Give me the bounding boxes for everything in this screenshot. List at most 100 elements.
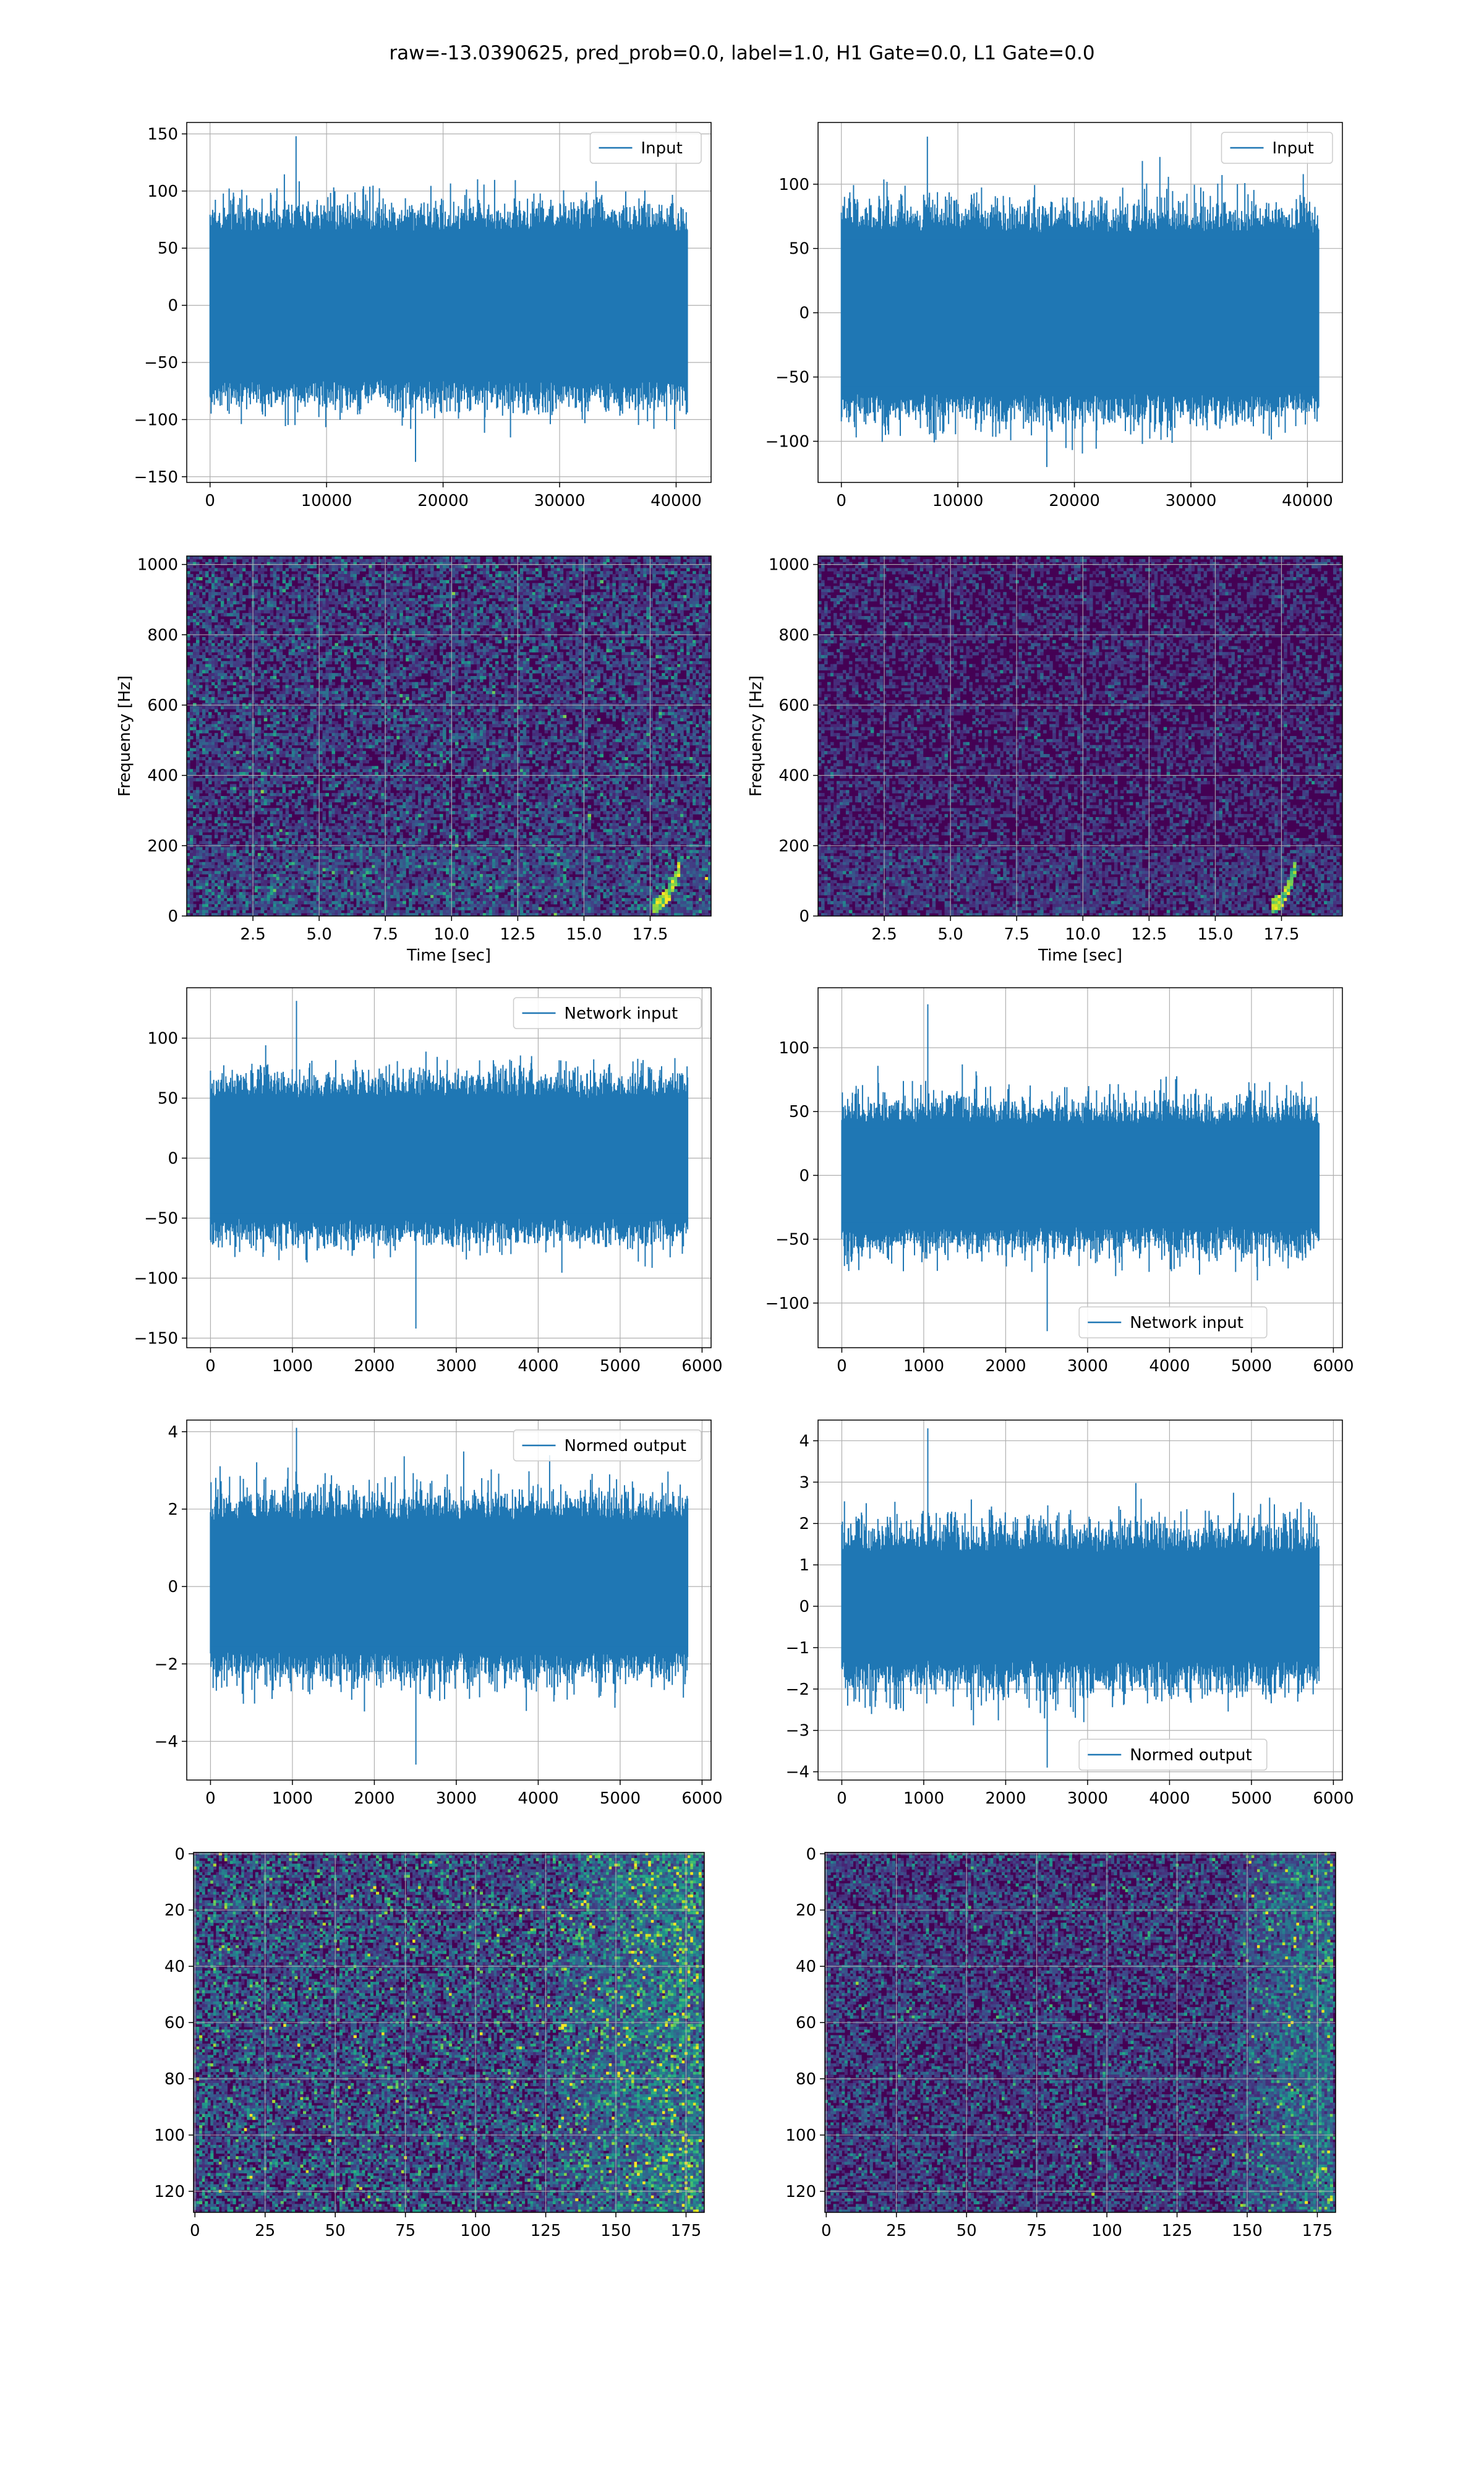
- x-tick-label: 0: [190, 2222, 200, 2240]
- legend-label: Network input: [1130, 1314, 1243, 1332]
- x-tick-label: 0: [837, 1357, 847, 1376]
- y-tick-label: 0: [799, 304, 809, 323]
- legend-label: Normed output: [1130, 1746, 1252, 1765]
- x-tick-label: 50: [957, 2222, 977, 2240]
- y-tick-label: 0: [799, 1598, 809, 1616]
- x-tick-label: 15.0: [1197, 925, 1233, 944]
- y-tick-label: 200: [147, 837, 178, 855]
- y-axis-label: Frequency [Hz]: [116, 675, 134, 797]
- y-tick-label: 0: [168, 1578, 178, 1596]
- series-trace-core: [842, 1557, 1319, 1656]
- y-tick-label: 80: [796, 2070, 816, 2089]
- x-tick-label: 175: [1302, 2222, 1333, 2240]
- y-tick-label: −50: [144, 354, 178, 372]
- y-tick-label: 20: [796, 1901, 816, 1920]
- y-tick-label: 400: [778, 767, 809, 785]
- x-tick-label: 0: [205, 1789, 216, 1808]
- x-tick-label: 0: [205, 492, 215, 510]
- x-tick-label: 5000: [1231, 1357, 1272, 1376]
- y-tick-label: 2: [799, 1515, 809, 1533]
- heatmap-cells: [825, 1852, 1336, 2213]
- y-tick-label: −50: [775, 369, 809, 387]
- legend-label: Normed output: [565, 1437, 686, 1455]
- x-tick-label: 4000: [518, 1357, 558, 1376]
- x-tick-label: 1000: [903, 1357, 944, 1376]
- x-axis: 2.5 5.0 7.5 10.0 12.5 15.0 17.5: [240, 916, 668, 944]
- x-tick-label: 20000: [1049, 492, 1100, 510]
- y-tick-label: 2: [168, 1500, 178, 1519]
- x-tick-label: 3000: [436, 1357, 477, 1376]
- x-tick-label: 15.0: [566, 925, 602, 944]
- x-tick-label: 50: [325, 2222, 346, 2240]
- x-axis-label: Time [sec]: [406, 946, 491, 965]
- x-axis: 0 10000 20000 30000 40000: [836, 482, 1333, 510]
- y-tick-label: 4: [168, 1423, 178, 1442]
- x-axis: 0 25 50 75 100 125 150 175: [821, 2212, 1333, 2240]
- legend: Network input: [514, 998, 702, 1029]
- x-tick-label: 40000: [1282, 492, 1333, 510]
- x-axis: 0 25 50 75 100 125 150 175: [190, 2212, 701, 2240]
- y-tick-label: 800: [147, 626, 178, 644]
- y-tick-label: 400: [147, 767, 178, 785]
- y-tick-label: −2: [786, 1680, 809, 1699]
- x-tick-label: 25: [255, 2222, 275, 2240]
- x-tick-label: 2000: [985, 1789, 1026, 1808]
- legend: Normed output: [514, 1430, 702, 1461]
- y-tick-label: −3: [786, 1722, 809, 1740]
- x-tick-label: 5.0: [306, 925, 331, 944]
- y-tick-label: 50: [789, 1103, 809, 1121]
- y-tick-label: 1000: [137, 556, 178, 575]
- x-axis: 0 1000 2000 3000 4000 5000 6000: [837, 1348, 1354, 1376]
- heatmap-cells: [187, 556, 712, 917]
- x-tick-label: 2.5: [871, 925, 897, 944]
- y-tick-label: 150: [147, 125, 178, 143]
- legend: Input: [591, 132, 702, 163]
- x-tick-label: 30000: [1166, 492, 1217, 510]
- y-tick-label: 100: [147, 1029, 178, 1048]
- y-tick-label: 40: [164, 1958, 185, 1976]
- x-tick-label: 125: [1162, 2222, 1193, 2240]
- x-tick-label: 1000: [272, 1789, 313, 1808]
- y-tick-label: −4: [786, 1763, 809, 1782]
- x-tick-label: 12.5: [1131, 925, 1167, 944]
- x-tick-label: 3000: [436, 1789, 477, 1808]
- x-tick-label: 150: [1232, 2222, 1263, 2240]
- x-tick-label: 17.5: [633, 925, 668, 944]
- legend: Normed output: [1079, 1739, 1267, 1770]
- x-tick-label: 3000: [1067, 1357, 1108, 1376]
- x-tick-label: 7.5: [1004, 925, 1030, 944]
- heatmap-cells: [818, 556, 1343, 917]
- x-tick-label: 12.5: [500, 925, 535, 944]
- y-tick-label: 50: [158, 239, 178, 258]
- series-trace-core: [210, 237, 688, 374]
- y-tick-label: 60: [164, 2014, 185, 2032]
- x-tick-label: 75: [395, 2222, 416, 2240]
- x-tick-label: 40000: [650, 492, 702, 510]
- x-tick-label: 6000: [681, 1357, 722, 1376]
- series-trace-core: [210, 1526, 688, 1647]
- y-tick-label: 0: [174, 1845, 185, 1864]
- subplot-p4: 2.5 5.0 7.5 10.0 12.5 15.0 17.5020040060080010…: [747, 556, 1343, 965]
- x-tick-label: 20000: [417, 492, 469, 510]
- x-tick-label: 4000: [1149, 1789, 1190, 1808]
- heatmap-cells: [194, 1852, 705, 2213]
- x-tick-label: 0: [821, 2222, 832, 2240]
- legend-label: Input: [641, 139, 683, 158]
- y-tick-label: 100: [785, 2126, 816, 2145]
- y-tick-label: 40: [796, 1958, 816, 1976]
- legend: Input: [1222, 132, 1333, 163]
- y-tick-label: −100: [765, 1295, 809, 1313]
- x-tick-label: 6000: [1313, 1357, 1354, 1376]
- y-tick-label: 0: [799, 907, 809, 926]
